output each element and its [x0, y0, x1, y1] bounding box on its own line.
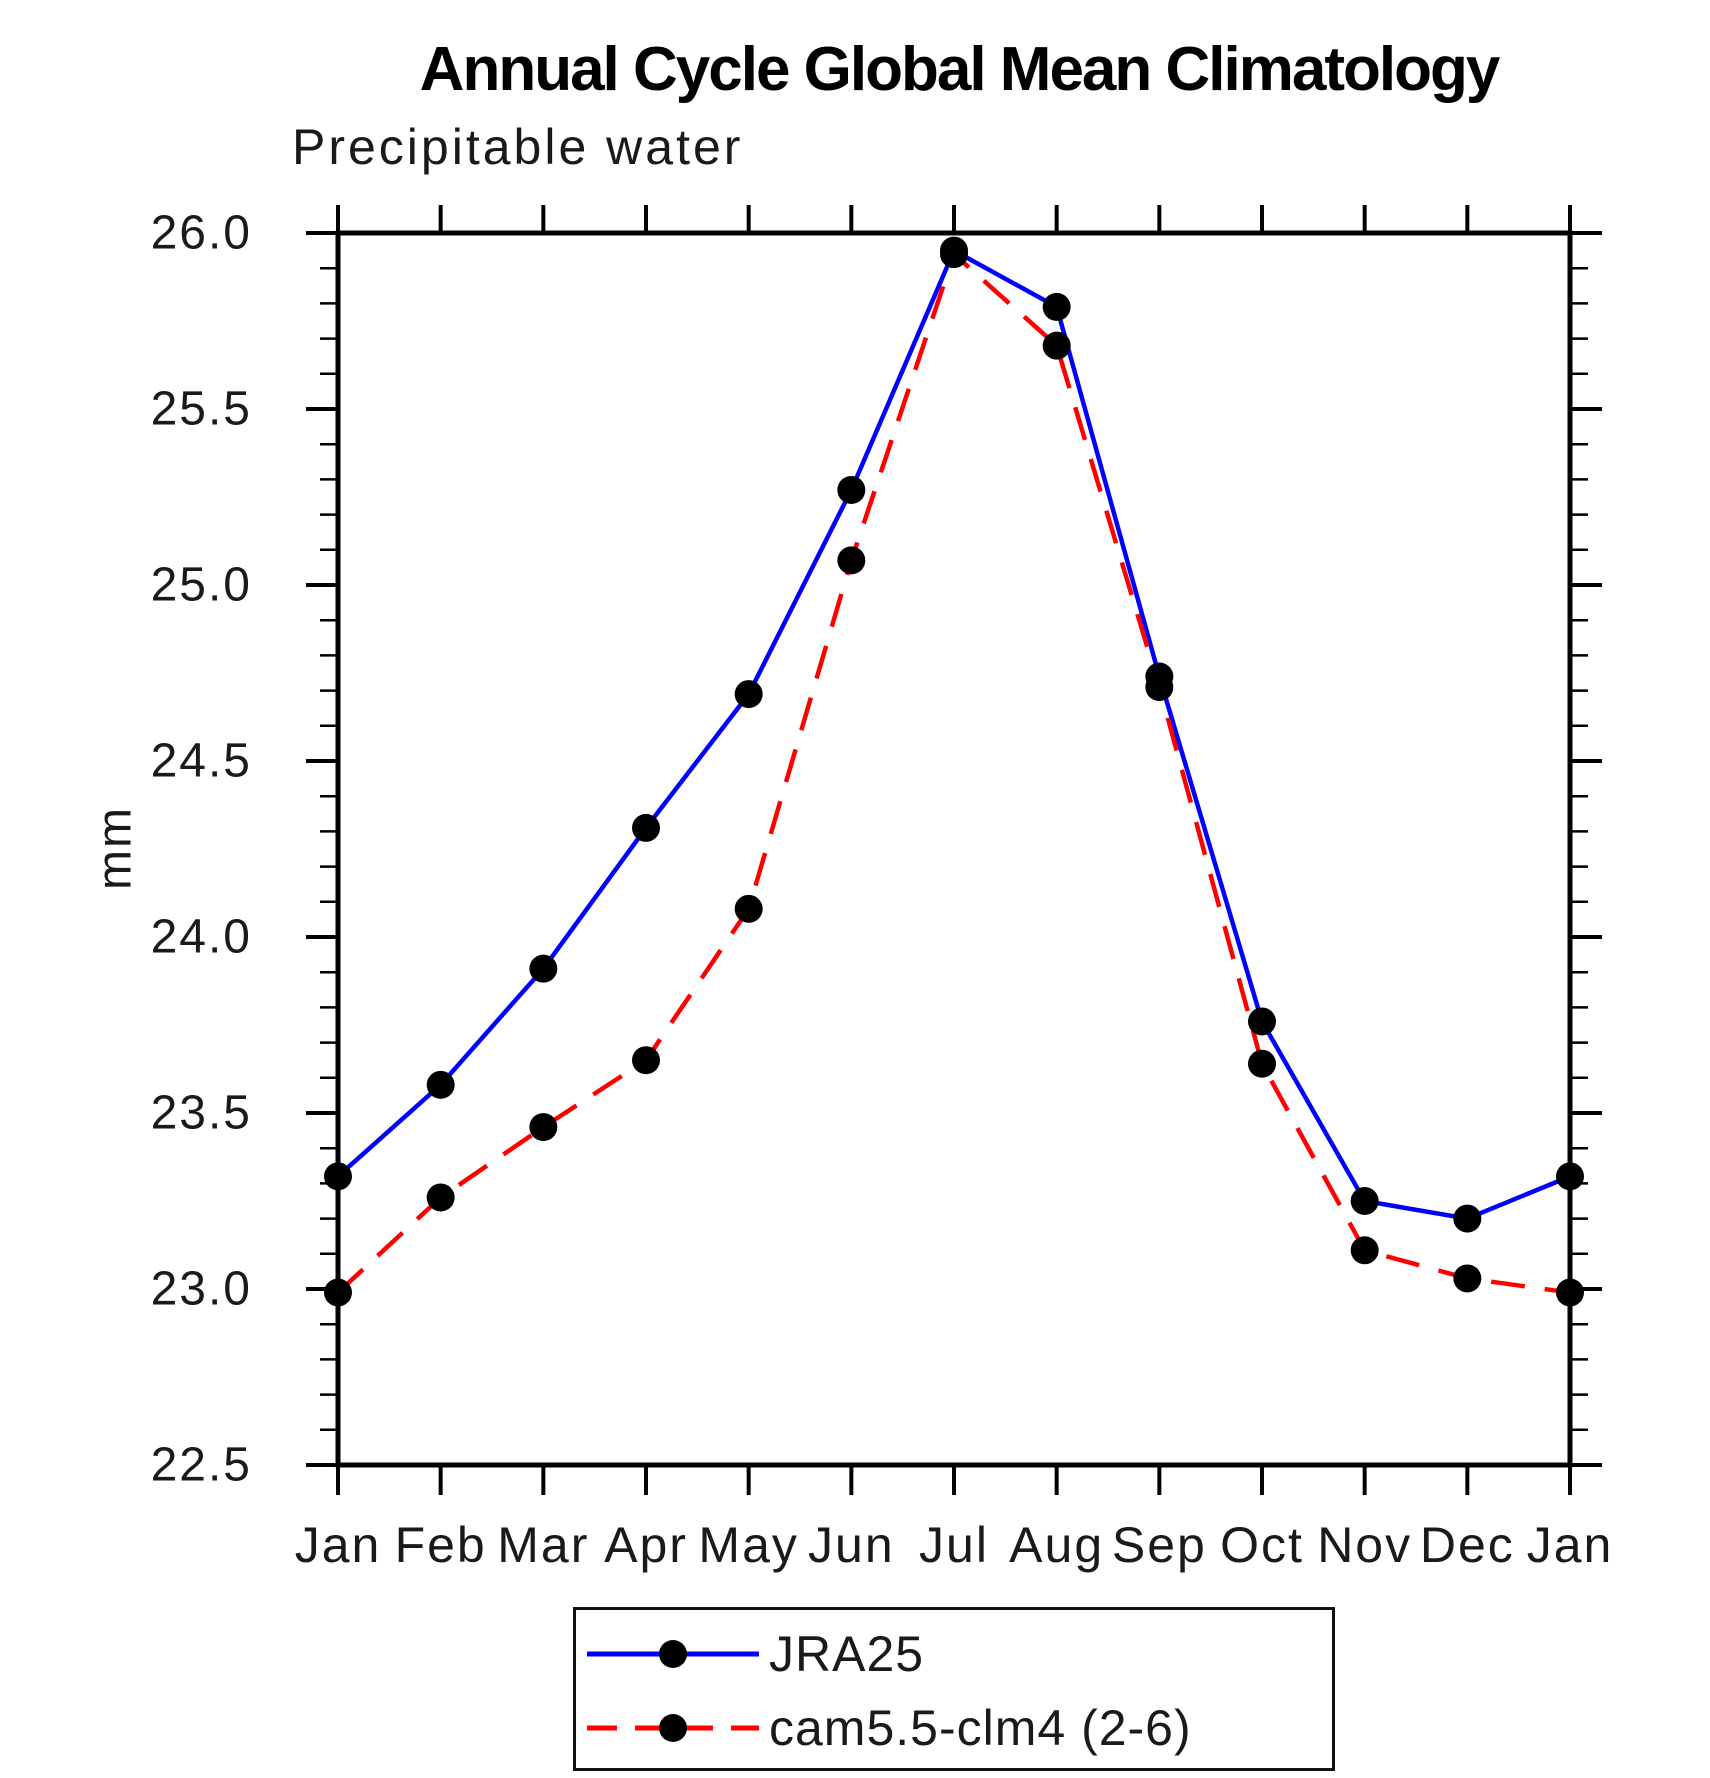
series-cam5.5-clm4 (2-6) — [336, 250, 1571, 1295]
x-tick-label: Jan — [295, 1517, 382, 1573]
data-point-marker — [940, 240, 968, 269]
x-tick-label: Aug — [1009, 1517, 1104, 1573]
data-point-marker — [1248, 1007, 1276, 1036]
data-point-marker — [1042, 331, 1071, 360]
data-point-marker — [1350, 1236, 1379, 1265]
data-point-marker — [1248, 1049, 1276, 1078]
data-point-marker — [324, 1278, 352, 1307]
y-tick-label: 26.0 — [151, 207, 252, 260]
x-tick-label: Sep — [1112, 1517, 1207, 1573]
data-point-marker — [632, 1046, 660, 1075]
data-point-marker — [1556, 1162, 1584, 1191]
data-point-marker — [324, 1162, 352, 1191]
data-point-marker — [632, 813, 660, 842]
legend-line-dashed-icon — [587, 1714, 759, 1742]
legend-label: cam5.5-clm4 (2-6) — [769, 1700, 1192, 1756]
x-tick-label: Nov — [1317, 1517, 1412, 1573]
x-tick-label: Dec — [1420, 1517, 1515, 1573]
data-point-marker — [1453, 1204, 1482, 1233]
y-minor-ticks — [320, 266, 1588, 1432]
data-point-marker — [734, 680, 763, 709]
x-tick-label: Jan — [1527, 1517, 1614, 1573]
series-JRA25 — [336, 247, 1571, 1221]
y-tick-label: 22.5 — [151, 1439, 252, 1492]
data-point-marker — [1453, 1264, 1482, 1293]
data-point-marker — [1042, 292, 1071, 321]
x-tick-label: Feb — [395, 1517, 487, 1573]
data-point-marker — [529, 954, 558, 983]
x-tick-label: Mar — [497, 1517, 589, 1573]
x-tick-label: Jun — [808, 1517, 895, 1573]
x-ticks — [336, 205, 1572, 1495]
y-major-ticks — [306, 231, 1602, 1467]
legend-item-cam55: cam5.5-clm4 (2-6) — [583, 1700, 1192, 1756]
y-tick-label: 24.0 — [151, 911, 252, 964]
y-tick-label: 24.5 — [151, 735, 252, 788]
data-point-marker — [1145, 673, 1174, 702]
legend-line-solid-icon — [587, 1640, 759, 1668]
series-markers — [324, 236, 1584, 1307]
data-point-marker — [734, 894, 763, 923]
data-point-marker — [837, 546, 866, 575]
data-point-marker — [1556, 1278, 1584, 1307]
chart-title: Annual Cycle Global Mean Climatology — [419, 35, 1501, 104]
x-tick-label: Oct — [1220, 1517, 1304, 1573]
legend-item-jra25: JRA25 — [583, 1626, 924, 1682]
series-line-JRA25 — [336, 247, 1571, 1221]
data-point-marker — [1350, 1187, 1379, 1215]
y-tick-label: 25.5 — [151, 383, 252, 436]
chart-subtitle: Precipitable water — [292, 119, 744, 175]
legend-label: JRA25 — [769, 1626, 925, 1682]
axis-frame — [335, 230, 1573, 1468]
y-tick-labels: 22.5 23.0 23.5 24.0 24.5 25.0 25.5 26.0 — [151, 207, 252, 1492]
y-tick-label: 23.0 — [151, 1263, 252, 1316]
x-tick-labels: Jan Feb Mar Apr May Jun Jul Aug Sep Oct Nov Dec Jan — [295, 1517, 1614, 1573]
y-tick-label: 23.5 — [151, 1087, 252, 1140]
y-tick-label: 25.0 — [151, 559, 252, 612]
legend: JRA25 cam5.5-clm4 (2-6) — [573, 1607, 1335, 1771]
data-point-marker — [529, 1113, 558, 1142]
x-tick-label: Apr — [604, 1517, 688, 1573]
series-line-cam5.5-clm4 (2-6) — [336, 250, 1571, 1295]
x-tick-label: Jul — [919, 1517, 989, 1573]
data-point-marker — [426, 1070, 455, 1099]
data-point-marker — [837, 475, 866, 504]
x-tick-label: May — [698, 1517, 798, 1573]
data-point-marker — [426, 1183, 455, 1212]
